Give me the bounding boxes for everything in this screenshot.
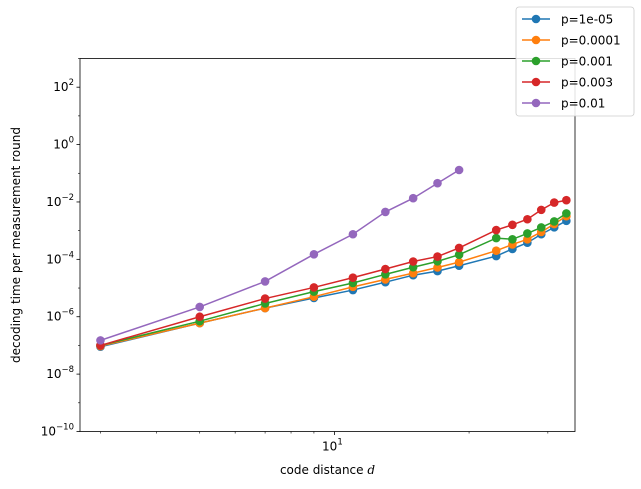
legend-label: p=0.003 [561,75,613,89]
data-point [433,252,442,261]
data-point [195,302,205,312]
legend-swatch-marker [531,14,541,24]
legend-box [515,6,635,117]
data-point [454,257,464,267]
data-point [508,220,517,230]
data-point [454,165,464,175]
data-point [549,217,559,226]
legend-swatch-marker [531,77,541,87]
data-point [454,250,464,260]
data-point [348,273,358,282]
data-point [260,294,270,303]
data-point [536,223,546,232]
data-point [309,249,319,259]
x-tick-label: 101 [322,438,343,454]
y-tick-label: 102 [53,78,74,94]
data-point [408,268,418,278]
legend-swatch-marker [531,98,541,108]
data-point [433,178,442,188]
axis-ticks: 102 100 10−2 10−4 10−6 10−8 10−10 101 [41,58,549,454]
legend-swatch-marker [531,56,541,66]
legend-label: p=0.01 [561,96,605,110]
data-point [408,257,418,266]
data-point [381,207,390,217]
y-tick-label: 100 [53,136,74,152]
axes-frame [79,58,576,432]
legend-label: p=0.001 [561,54,613,68]
data-point [408,193,418,203]
data-point [491,225,501,235]
x-axis-label: code distance d [280,463,375,477]
y-tick-label: 10−10 [41,423,74,439]
data-point [491,233,501,243]
y-tick-label: 10−8 [46,365,74,381]
y-tick-label: 10−4 [46,250,74,266]
data-point [562,209,571,218]
data-point [549,198,559,207]
plot-area [96,165,571,352]
data-point [195,312,205,322]
data-point [491,246,501,256]
data-point [96,336,105,345]
y-tick-label: 10−2 [46,193,74,209]
data-point [536,205,546,215]
data-point [523,214,532,224]
data-point [523,229,532,238]
data-point [433,263,442,272]
legend-label: p=1e-05 [561,12,613,26]
legend-swatch-marker [531,35,541,45]
data-point [508,234,517,244]
legend-label: p=0.0001 [561,33,621,47]
data-point [348,229,358,239]
data-point [454,243,464,253]
y-tick-label: 10−6 [46,308,74,324]
data-point [260,277,270,286]
y-axis-label: decoding time per measurement round [9,127,23,363]
data-point [309,283,319,292]
data-point [381,264,390,274]
legend: p=1e-05 p=0.0001 p=0.001 p=0.003 p=0.01 [515,6,635,117]
data-point [562,195,571,205]
